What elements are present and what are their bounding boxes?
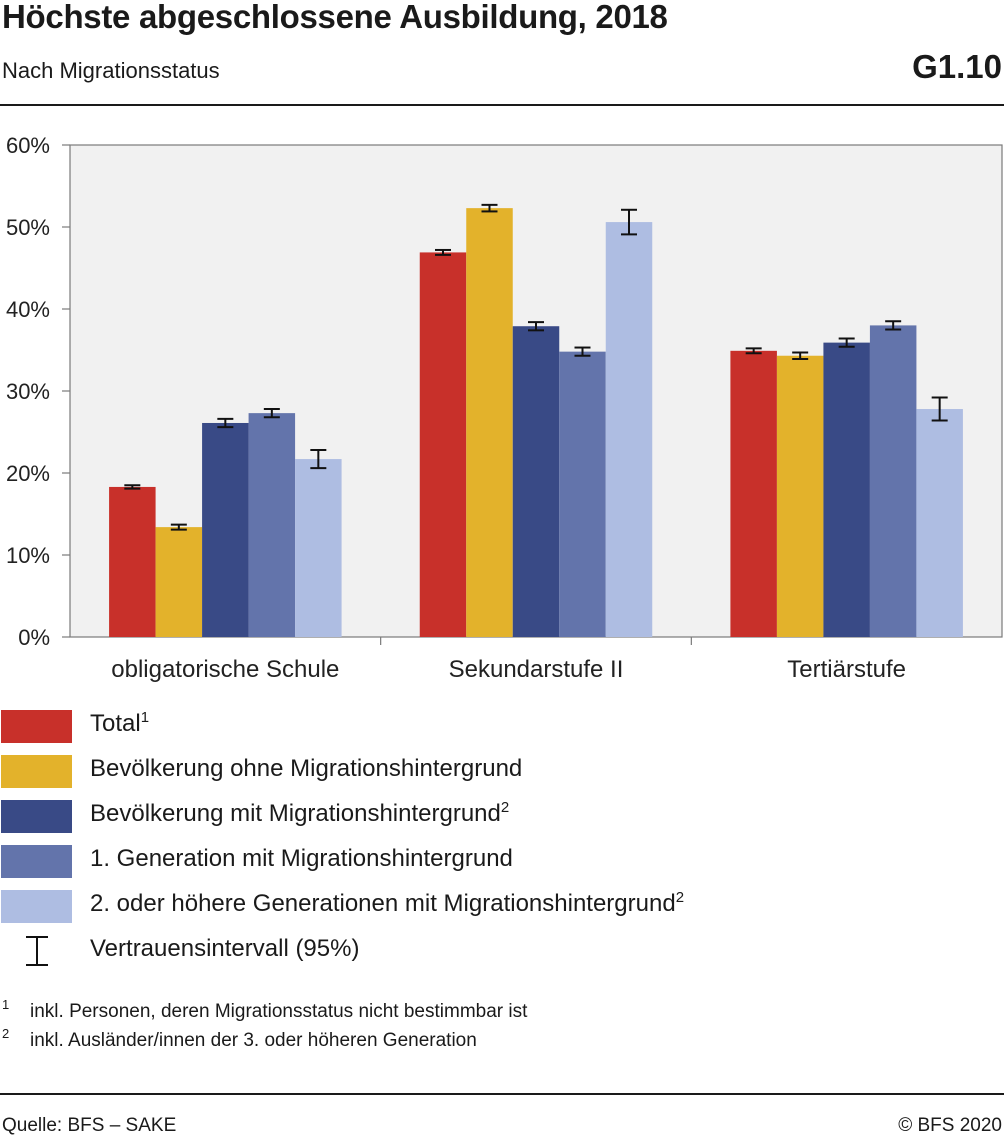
- legend-text: Bevölkerung ohne Migrationshintergrund: [90, 755, 523, 782]
- bar: [605, 222, 653, 637]
- bar-chart: 0% 10% 20% 30% 40% 50% 60% obligatorische Schul…: [6, 133, 1003, 683]
- legend-swatch: [1, 845, 72, 878]
- legend-label: 1. Generation mit Migrationshintergrund: [90, 845, 513, 873]
- footnote-text: inkl. Ausländer/innen der 3. oder höhere…: [30, 1030, 477, 1051]
- legend-label: 2. oder höhere Generationen mit Migratio…: [90, 890, 684, 918]
- legend-label-ci: Vertrauensintervall (95%): [90, 935, 360, 962]
- legend-text: 1. Generation mit Migrationshintergrund: [90, 845, 513, 872]
- y-tick-label: 0%: [18, 625, 50, 650]
- bar: [559, 351, 606, 637]
- legend-item: Bevölkerung mit Migrationshintergrund2: [0, 798, 1004, 843]
- y-tick-label: 60%: [6, 133, 50, 158]
- bar: [248, 413, 296, 637]
- bar: [295, 459, 342, 637]
- legend-label: Bevölkerung ohne Migrationshintergrund: [90, 755, 522, 783]
- legend-item: 1. Generation mit Migrationshintergrund: [0, 843, 1004, 888]
- y-tick-label: 40%: [6, 297, 50, 322]
- legend-item: 2. oder höhere Generationen mit Migratio…: [0, 888, 1004, 933]
- y-tick-label: 20%: [6, 461, 50, 486]
- bar: [916, 409, 963, 637]
- footnote-mark: 1: [2, 997, 10, 1012]
- x-tick-label: Tertiärstufe: [787, 656, 906, 683]
- legend-label: Total1: [90, 710, 149, 738]
- legend: Total1 Bevölkerung ohne Migrationshinterg…: [0, 708, 1004, 978]
- legend-item: Total1: [0, 708, 1004, 753]
- footnote-reference: 2: [675, 889, 685, 906]
- legend-item-ci: Vertrauensintervall (95%): [0, 933, 1004, 978]
- legend-swatch: [1, 755, 72, 788]
- bar: [419, 252, 467, 638]
- bar: [466, 208, 513, 637]
- x-tick-label: obligatorische Schule: [111, 656, 339, 683]
- legend-item: Bevölkerung ohne Migrationshintergrund: [0, 753, 1004, 798]
- x-tick-label: Sekundarstufe II: [449, 656, 624, 683]
- header-rule: [0, 104, 1004, 106]
- chart-subtitle: Nach Migrationsstatus: [2, 58, 220, 83]
- chart-code: G1.10: [912, 48, 1002, 85]
- bar: [202, 422, 249, 637]
- source-note: Quelle: BFS – SAKE: [2, 1115, 177, 1136]
- footer-rule: [0, 1093, 1004, 1095]
- legend-label: Bevölkerung mit Migrationshintergrund2: [90, 800, 509, 828]
- bar: [155, 527, 203, 637]
- copyright: © BFS 2020: [898, 1115, 1002, 1136]
- bar: [730, 350, 777, 637]
- legend-text: Total: [90, 710, 141, 737]
- bar: [823, 342, 870, 637]
- legend-text: Bevölkerung mit Migrationshintergrund: [90, 800, 501, 827]
- legend-swatch: [1, 800, 72, 833]
- footnote-mark: 2: [2, 1026, 10, 1041]
- footnote-text: inkl. Personen, deren Migrationsstatus n…: [30, 1001, 528, 1022]
- y-tick-label: 30%: [6, 379, 50, 404]
- confidence-interval-icon: [26, 936, 48, 966]
- bar: [869, 325, 917, 637]
- bar: [109, 486, 156, 637]
- legend-swatch: [1, 890, 72, 923]
- y-tick-label: 10%: [6, 543, 50, 568]
- legend-swatch: [1, 710, 72, 743]
- legend-text: 2. oder höhere Generationen mit Migratio…: [90, 890, 676, 917]
- bar: [776, 355, 824, 637]
- footnote-reference: 1: [140, 709, 150, 726]
- y-tick-label: 50%: [6, 215, 50, 240]
- footnote-reference: 2: [500, 799, 510, 816]
- chart-title: Höchste abgeschlossene Ausbildung, 2018: [2, 0, 668, 35]
- bar: [512, 326, 560, 637]
